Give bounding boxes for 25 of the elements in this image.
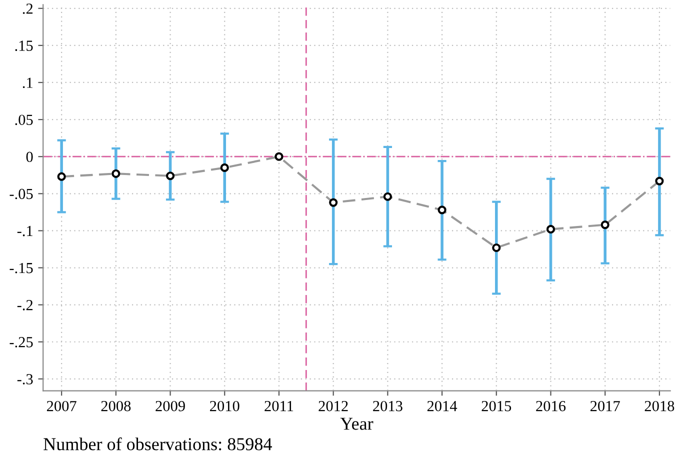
x-tick-label: 2016: [536, 400, 566, 412]
x-tick-label: 2013: [373, 400, 402, 412]
x-tick-label: 2010: [210, 400, 240, 412]
y-tick-label: -.2: [17, 300, 33, 310]
x-tick-label: 2017: [590, 400, 620, 412]
y-tick-label: -.1: [17, 226, 32, 236]
x-tick-label: 2007: [46, 400, 76, 412]
y-tick-label: 0: [26, 152, 33, 162]
y-tick-label: -.05: [10, 188, 33, 200]
x-tick-label: 2014: [427, 400, 458, 412]
x-tick-label: 2015: [482, 400, 512, 412]
y-tick-label: .05: [15, 114, 33, 126]
y-tick-label: .15: [15, 40, 33, 51]
x-tick-label: 2009: [156, 400, 185, 412]
y-tick-label: .2: [22, 4, 33, 14]
y-tick-label: .1: [22, 78, 32, 88]
x-tick-label: 2008: [101, 400, 131, 412]
x-tick-label: 2012: [318, 400, 348, 412]
x-tick-label: 2018: [644, 400, 674, 412]
y-tick-label: -.15: [10, 262, 33, 274]
y-tick-label: -.3: [17, 374, 33, 384]
y-tick-label: -.25: [10, 337, 33, 348]
text: Number of observations: 85984: [44, 437, 272, 450]
x-axis-title: Year: [340, 418, 374, 430]
x-tick-label: 2011: [264, 400, 294, 412]
